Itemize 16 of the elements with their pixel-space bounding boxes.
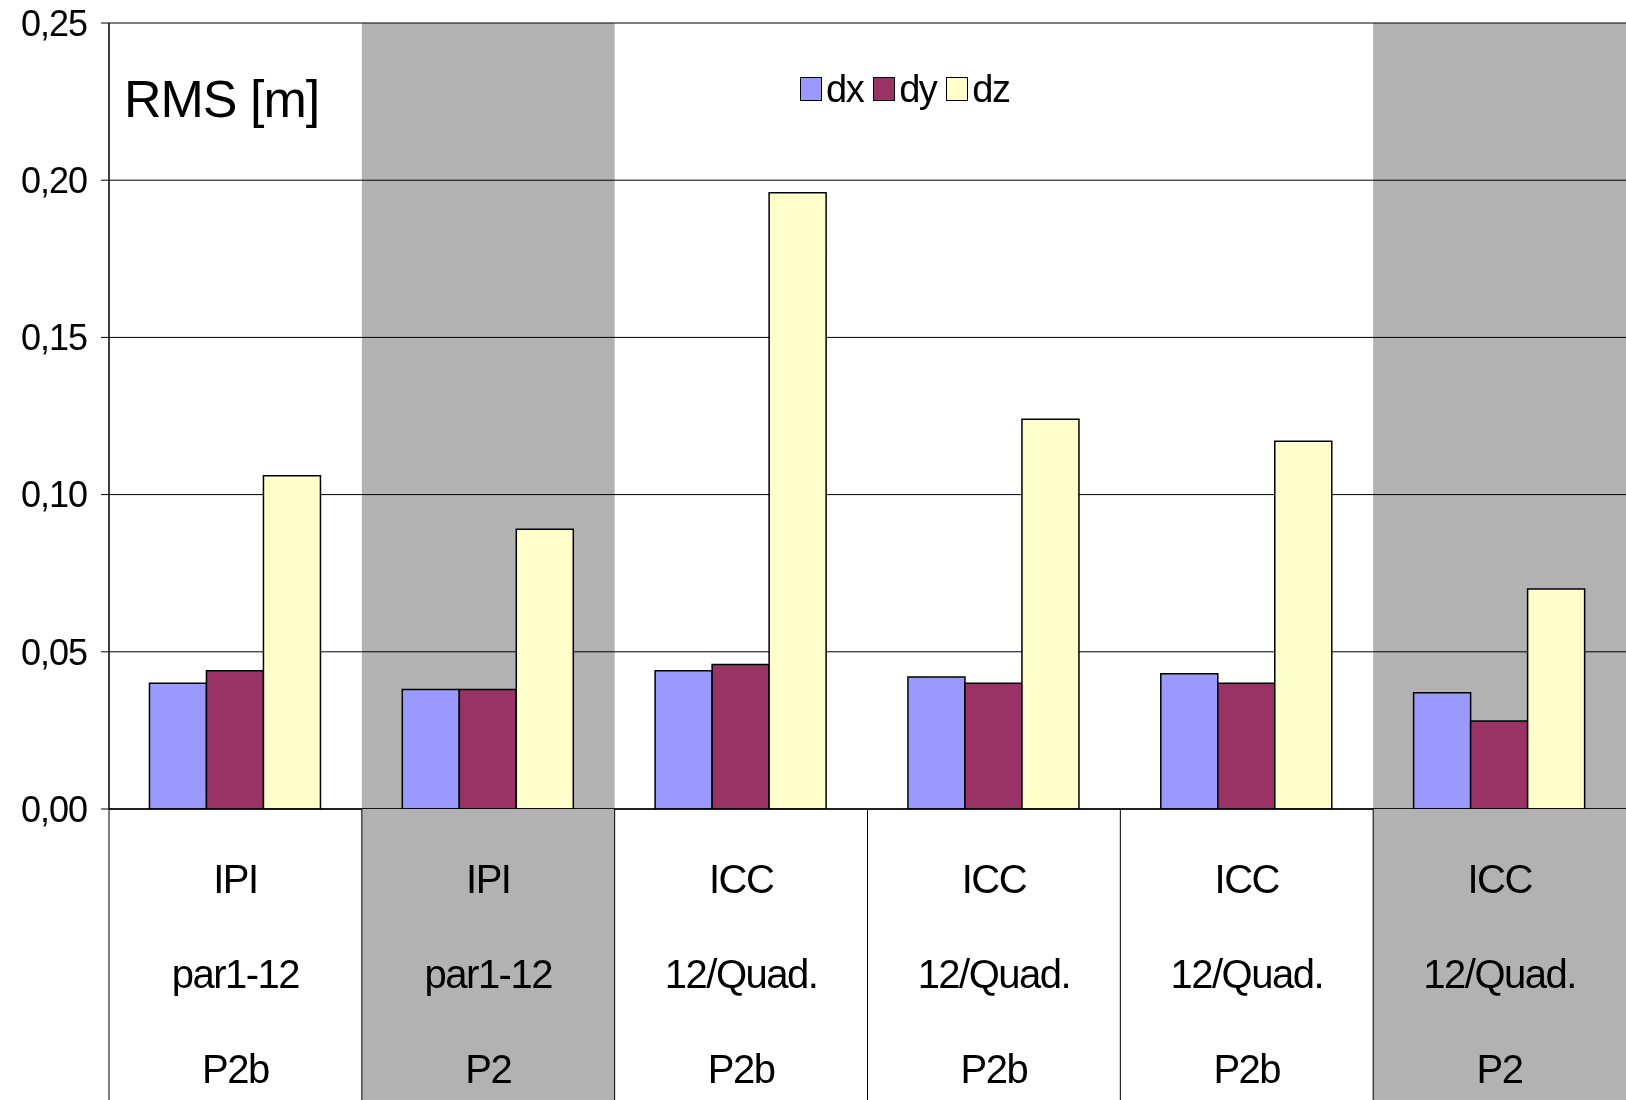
y-axis-title: RMS [m] (124, 70, 320, 128)
category-label: IPI par1-12 P2b (171, 857, 300, 1091)
legend-label: dx (826, 68, 864, 110)
category-label: IPI par1-12 P2 (424, 857, 552, 1091)
category-label: ICC 12/Quad. P2b (1170, 857, 1324, 1091)
y-tick-label: 0,05 (20, 631, 87, 673)
legend-label: dz (972, 68, 1010, 110)
category-label: ICC 12/Quad. P2b (917, 857, 1071, 1091)
category-label: ICC 12/Quad. P2 (1423, 857, 1576, 1091)
y-tick-label: 0,20 (20, 159, 87, 201)
y-tick-label: 0,25 (20, 2, 87, 44)
y-tick-label: 0,00 (20, 788, 87, 830)
y-tick-label: 0,15 (20, 317, 87, 359)
category-label: ICC 12/Quad. P2b (664, 857, 818, 1091)
y-tick-label: 0,10 (20, 474, 87, 516)
legend-label: dy (899, 68, 937, 110)
